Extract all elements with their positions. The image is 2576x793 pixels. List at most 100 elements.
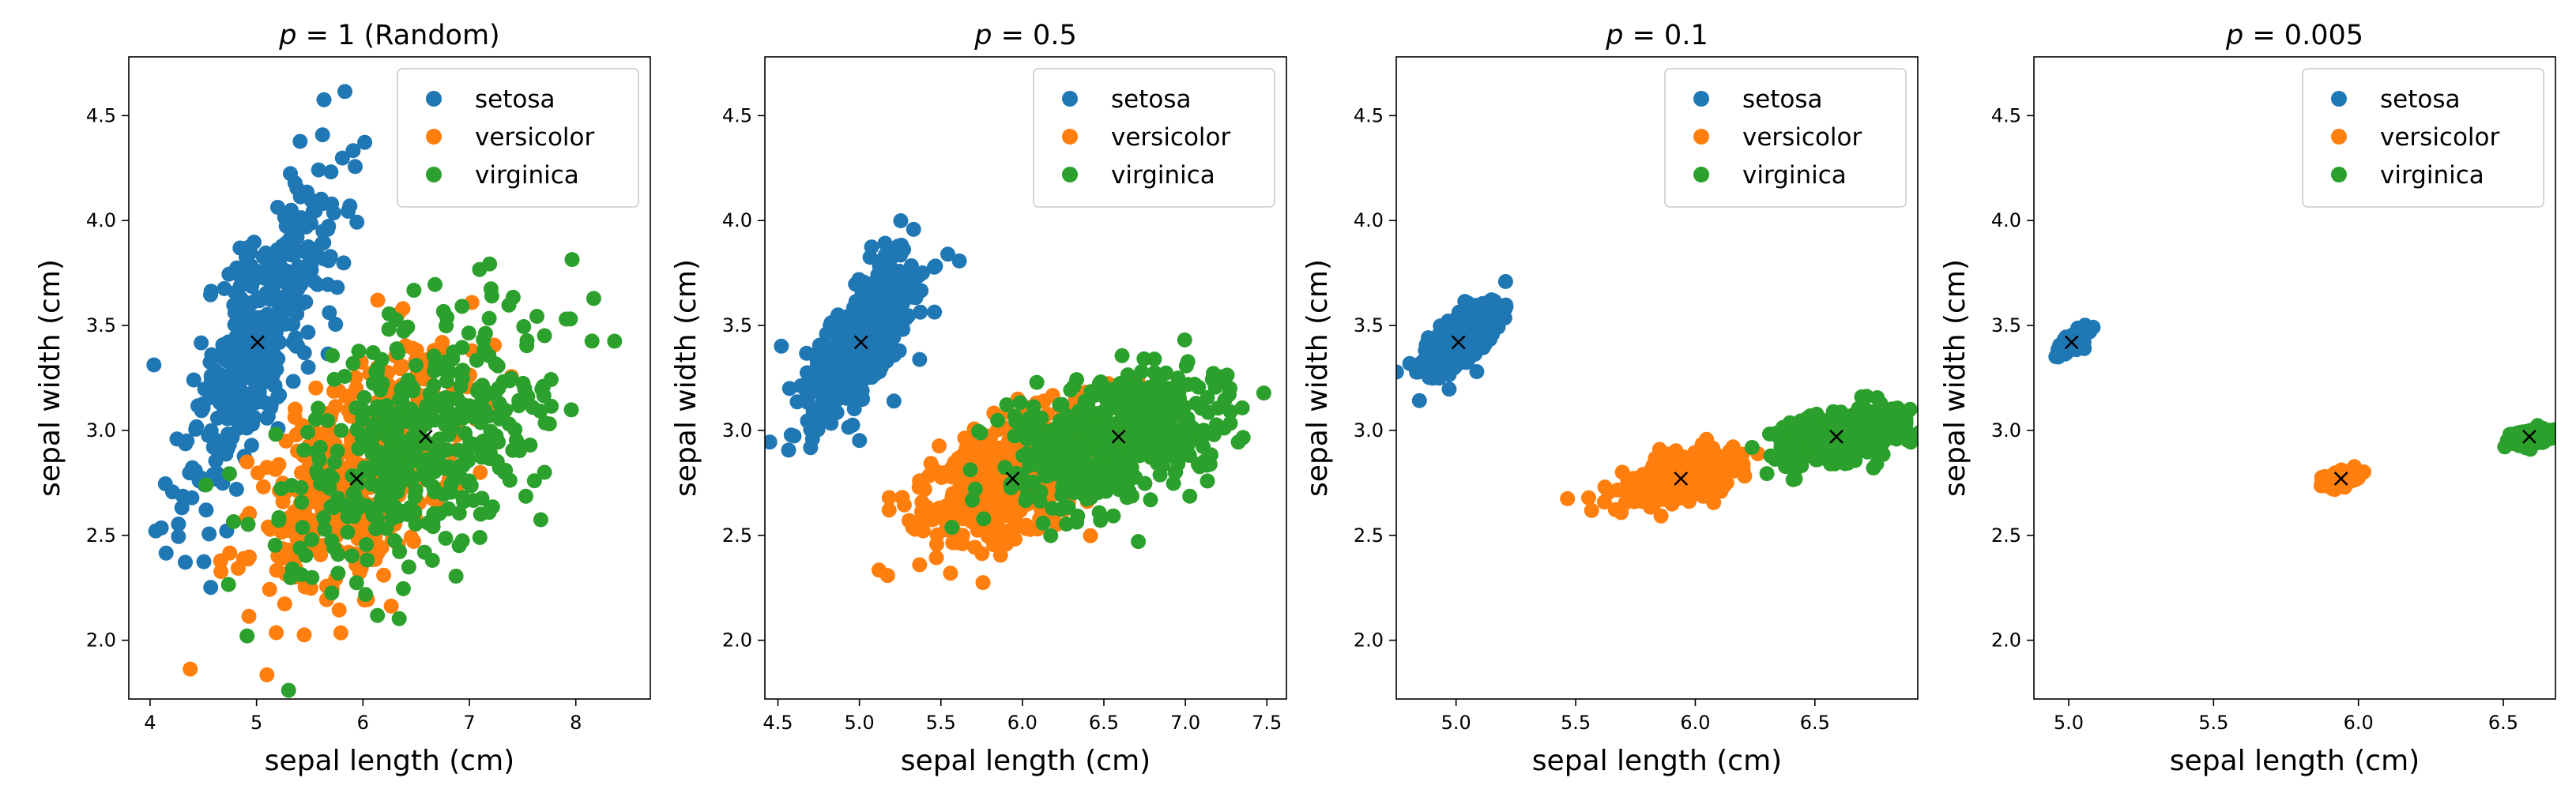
data-point-virginica	[473, 506, 488, 522]
data-point-virginica	[1222, 415, 1238, 431]
data-point-virginica	[1199, 473, 1215, 489]
x-tick-label: 7.0	[1170, 712, 1200, 734]
legend-label-versicolor: versicolor	[1742, 123, 1862, 152]
data-point-virginica	[505, 289, 521, 305]
data-point-versicolor	[1653, 508, 1669, 524]
data-point-virginica	[999, 397, 1015, 412]
y-tick-label: 2.5	[86, 524, 116, 547]
data-point-virginica	[330, 547, 346, 562]
data-point-virginica	[344, 495, 360, 511]
data-point-setosa	[927, 304, 943, 320]
data-point-setosa	[300, 325, 316, 340]
data-point-setosa	[862, 250, 878, 265]
legend-marker-versicolor	[426, 129, 442, 145]
data-point-setosa	[270, 200, 285, 215]
data-point-setosa	[1441, 381, 1457, 397]
data-point-virginica	[1187, 377, 1203, 392]
data-point-virginica	[1173, 440, 1189, 456]
data-point-virginica	[1759, 466, 1775, 482]
data-point-setosa	[804, 431, 820, 447]
data-point-versicolor	[1000, 523, 1016, 539]
data-point-virginica	[421, 406, 437, 422]
data-point-virginica	[544, 398, 559, 414]
data-point-virginica	[491, 434, 507, 450]
data-point-versicolor	[917, 482, 932, 497]
data-point-virginica	[534, 381, 550, 397]
data-point-versicolor	[241, 608, 257, 624]
data-point-virginica	[1182, 488, 1198, 504]
data-point-versicolor	[881, 502, 897, 518]
data-point-setosa	[220, 334, 236, 350]
data-point-virginica	[1045, 423, 1060, 438]
data-point-setosa	[228, 285, 243, 301]
data-point-setosa	[158, 545, 174, 561]
data-point-setosa	[851, 272, 867, 288]
data-point-setosa	[268, 333, 284, 348]
data-point-setosa	[334, 150, 350, 166]
data-point-virginica	[1098, 483, 1114, 499]
data-point-versicolor	[1694, 436, 1710, 452]
mean-marker-versicolor	[349, 472, 364, 486]
data-point-virginica	[1213, 369, 1229, 385]
data-point-setosa	[348, 159, 363, 175]
data-point-setosa	[336, 255, 352, 271]
data-point-setosa	[1471, 306, 1487, 321]
data-point-virginica	[1862, 440, 1877, 456]
legend-marker-virginica	[1062, 167, 1078, 182]
data-point-virginica	[997, 460, 1013, 475]
data-point-virginica	[1066, 378, 1082, 394]
y-tick-label: 3.0	[722, 419, 752, 442]
data-point-virginica	[477, 325, 493, 341]
data-point-virginica	[1036, 455, 1052, 471]
data-point-virginica	[378, 414, 394, 430]
data-point-setosa	[1396, 364, 1404, 380]
data-point-virginica	[1203, 447, 1218, 463]
data-point-virginica	[1869, 457, 1885, 472]
data-point-virginica	[481, 310, 497, 326]
data-point-virginica	[312, 439, 328, 455]
data-point-virginica	[516, 319, 532, 334]
mean-marker-setosa	[1451, 335, 1466, 350]
data-point-virginica	[391, 611, 407, 626]
data-point-setosa	[218, 446, 234, 462]
data-point-setosa	[184, 490, 200, 505]
data-point-setosa	[1482, 325, 1497, 340]
data-point-virginica	[476, 342, 492, 358]
data-point-setosa	[1469, 364, 1485, 379]
data-point-virginica	[407, 489, 423, 505]
x-tick-label: 5	[250, 712, 262, 734]
legend-box	[1664, 68, 1907, 208]
data-point-virginica	[373, 445, 389, 460]
data-point-virginica	[1170, 370, 1186, 386]
data-point-virginica	[271, 509, 287, 525]
data-point-setosa	[186, 372, 201, 388]
data-point-setosa	[287, 276, 303, 291]
data-point-virginica	[1177, 332, 1192, 348]
data-point-virginica	[1060, 499, 1076, 515]
series-setosa	[765, 213, 967, 458]
data-point-virginica	[541, 416, 557, 432]
legend-label-setosa: setosa	[475, 85, 555, 114]
data-point-virginica	[293, 567, 309, 583]
scatter-points	[765, 213, 1271, 591]
data-point-virginica	[489, 453, 505, 469]
data-point-versicolor	[183, 661, 198, 677]
data-point-virginica	[363, 464, 378, 479]
data-point-setosa	[314, 236, 330, 251]
series-setosa	[2048, 318, 2101, 365]
data-point-setosa	[876, 334, 891, 350]
data-point-virginica	[340, 524, 356, 540]
data-point-virginica	[395, 414, 411, 430]
data-point-versicolor	[1607, 502, 1623, 517]
data-point-virginica	[1192, 459, 1207, 475]
data-point-virginica	[438, 531, 454, 546]
data-point-virginica	[458, 405, 474, 421]
data-point-versicolor	[473, 464, 488, 480]
data-point-virginica	[1131, 425, 1147, 441]
legend-label-virginica: virginica	[1742, 161, 1847, 190]
legend-marker-setosa	[1062, 91, 1078, 107]
data-point-setosa	[203, 284, 219, 299]
